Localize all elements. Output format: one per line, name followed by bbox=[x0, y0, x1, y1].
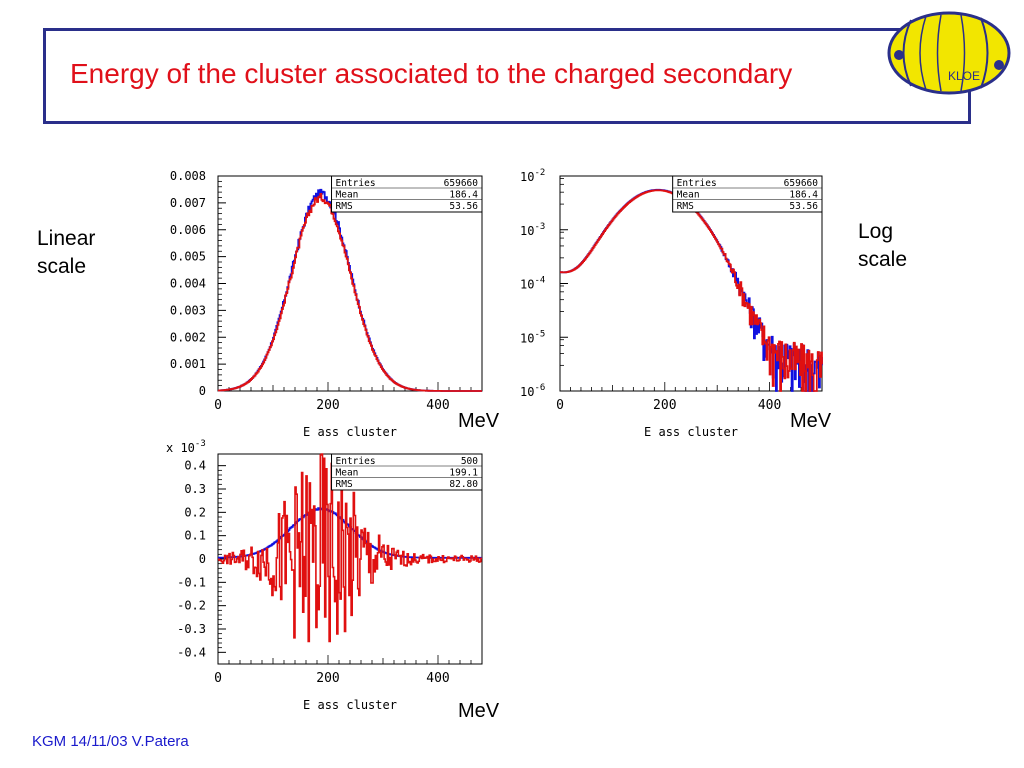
y-tick-label: 10-4 bbox=[520, 276, 545, 292]
stats-value: 186.4 bbox=[449, 190, 478, 201]
log-scale-label: Log scale bbox=[858, 220, 908, 271]
x-axis-label: E ass cluster bbox=[303, 698, 397, 712]
stats-value: 199.1 bbox=[449, 468, 478, 479]
stats-label: RMS bbox=[336, 479, 353, 490]
x-axis-label: E ass cluster bbox=[303, 425, 397, 439]
y-tick-label: 0.004 bbox=[170, 277, 206, 291]
stats-label: RMS bbox=[677, 201, 694, 212]
y-tick-label: 10-2 bbox=[520, 168, 545, 184]
stats-label: RMS bbox=[336, 201, 353, 212]
x-tick-label: 200 bbox=[316, 671, 339, 686]
stats-label: Mean bbox=[336, 468, 359, 479]
stats-value: 53.56 bbox=[789, 201, 818, 212]
stats-value: 53.56 bbox=[449, 201, 478, 212]
stats-label: Entries bbox=[336, 178, 376, 189]
series-blue bbox=[218, 188, 482, 392]
title-frame bbox=[43, 28, 971, 124]
y-tick-label: -0.3 bbox=[177, 622, 206, 636]
series-red bbox=[560, 189, 823, 392]
y-tick-label: 0.001 bbox=[170, 357, 206, 371]
x-tick-label: 400 bbox=[426, 671, 449, 686]
unit-log: MeV bbox=[790, 410, 832, 432]
y-tick-label: 0.005 bbox=[170, 250, 206, 264]
unit-difference: MeV bbox=[458, 700, 500, 722]
x-tick-label: 0 bbox=[214, 671, 222, 686]
y-tick-label: -0.4 bbox=[177, 645, 206, 659]
stats-label: Entries bbox=[677, 178, 717, 189]
y-tick-label: 10-3 bbox=[520, 222, 545, 238]
y-tick-label: 0.1 bbox=[184, 529, 206, 543]
stats-value: 500 bbox=[461, 456, 478, 467]
y-tick-label: 10-5 bbox=[520, 329, 545, 345]
slide-title: Energy of the cluster associated to the … bbox=[70, 58, 793, 89]
y-tick-label: 0.007 bbox=[170, 196, 206, 210]
y-tick-label: 0.008 bbox=[170, 169, 206, 183]
y-tick-label: 0.2 bbox=[184, 505, 206, 519]
unit-linear: MeV bbox=[458, 410, 500, 432]
difference-histogram: -0.4 -0.3 -0.2 -0.1 0 0.1 0.2 0.3 0.4 x 10-3 0 200 4… bbox=[166, 439, 483, 712]
y-tick-label: 0.3 bbox=[184, 482, 206, 496]
series-red bbox=[218, 193, 482, 392]
stats-label: Entries bbox=[336, 456, 376, 467]
series-red bbox=[218, 453, 482, 643]
x-axis-label: E ass cluster bbox=[644, 425, 738, 439]
x-tick-label: 400 bbox=[758, 398, 781, 413]
stats-box bbox=[672, 175, 823, 213]
x-tick-label: 400 bbox=[426, 398, 449, 413]
y-tick-label: 0 bbox=[199, 552, 206, 566]
stats-box bbox=[331, 453, 483, 491]
x-tick-label: 200 bbox=[653, 398, 676, 413]
x-tick-label: 0 bbox=[214, 398, 222, 413]
y-tick-label: 0.4 bbox=[184, 459, 206, 473]
y-tick-label: 0.003 bbox=[170, 303, 206, 317]
stats-value: 82.80 bbox=[449, 479, 478, 490]
logo-text: KLOE bbox=[948, 69, 980, 83]
linear-scale-label: Linear scale bbox=[37, 227, 96, 278]
log-histogram: 10-6 10-5 10-4 10-3 10-2 0 200 400 E ass cluster… bbox=[520, 168, 823, 439]
stats-box bbox=[331, 175, 483, 213]
footer: KGM 14/11/03 V.Patera bbox=[32, 733, 189, 750]
kloe-logo: KLOE bbox=[887, 11, 1011, 95]
linear-histogram: 0 0.001 0.002 0.003 0.004 0.005 0.006 0.007 0.00… bbox=[170, 169, 483, 439]
stats-value: 659660 bbox=[784, 178, 819, 189]
stats-label: Mean bbox=[336, 190, 359, 201]
stats-label: Mean bbox=[677, 190, 700, 201]
y-exponent-label: x 10-3 bbox=[166, 439, 206, 455]
y-tick-label: 10-6 bbox=[520, 383, 545, 399]
y-tick-label: 0.002 bbox=[170, 330, 206, 344]
stats-value: 186.4 bbox=[789, 190, 818, 201]
stats-value: 659660 bbox=[444, 178, 479, 189]
y-tick-label: 0.006 bbox=[170, 223, 206, 237]
x-tick-label: 0 bbox=[556, 398, 564, 413]
y-tick-label: -0.1 bbox=[177, 575, 206, 589]
x-tick-label: 200 bbox=[316, 398, 339, 413]
y-tick-label: 0 bbox=[199, 384, 206, 398]
y-tick-label: -0.2 bbox=[177, 599, 206, 613]
